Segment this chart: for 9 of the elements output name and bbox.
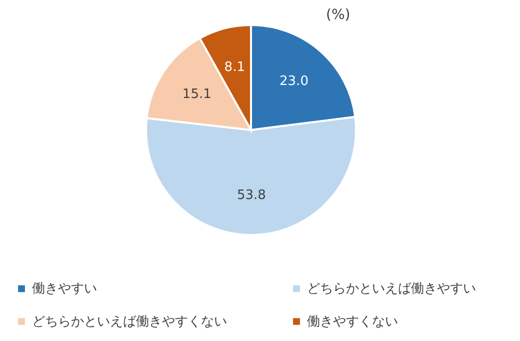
- legend-label: どちらかといえば働きやすい: [307, 282, 476, 297]
- data-label: 53.8: [236, 188, 266, 203]
- legend-label: どちらかといえば働きやすくない: [32, 314, 227, 330]
- legend-label: 働きやすい: [32, 282, 97, 297]
- data-label: 15.1: [182, 86, 212, 102]
- data-label: 23.0: [280, 74, 308, 90]
- text: (%): [326, 7, 350, 23]
- legend-label: 働きやすくない: [307, 314, 398, 330]
- data-label: 8.1: [224, 60, 245, 76]
